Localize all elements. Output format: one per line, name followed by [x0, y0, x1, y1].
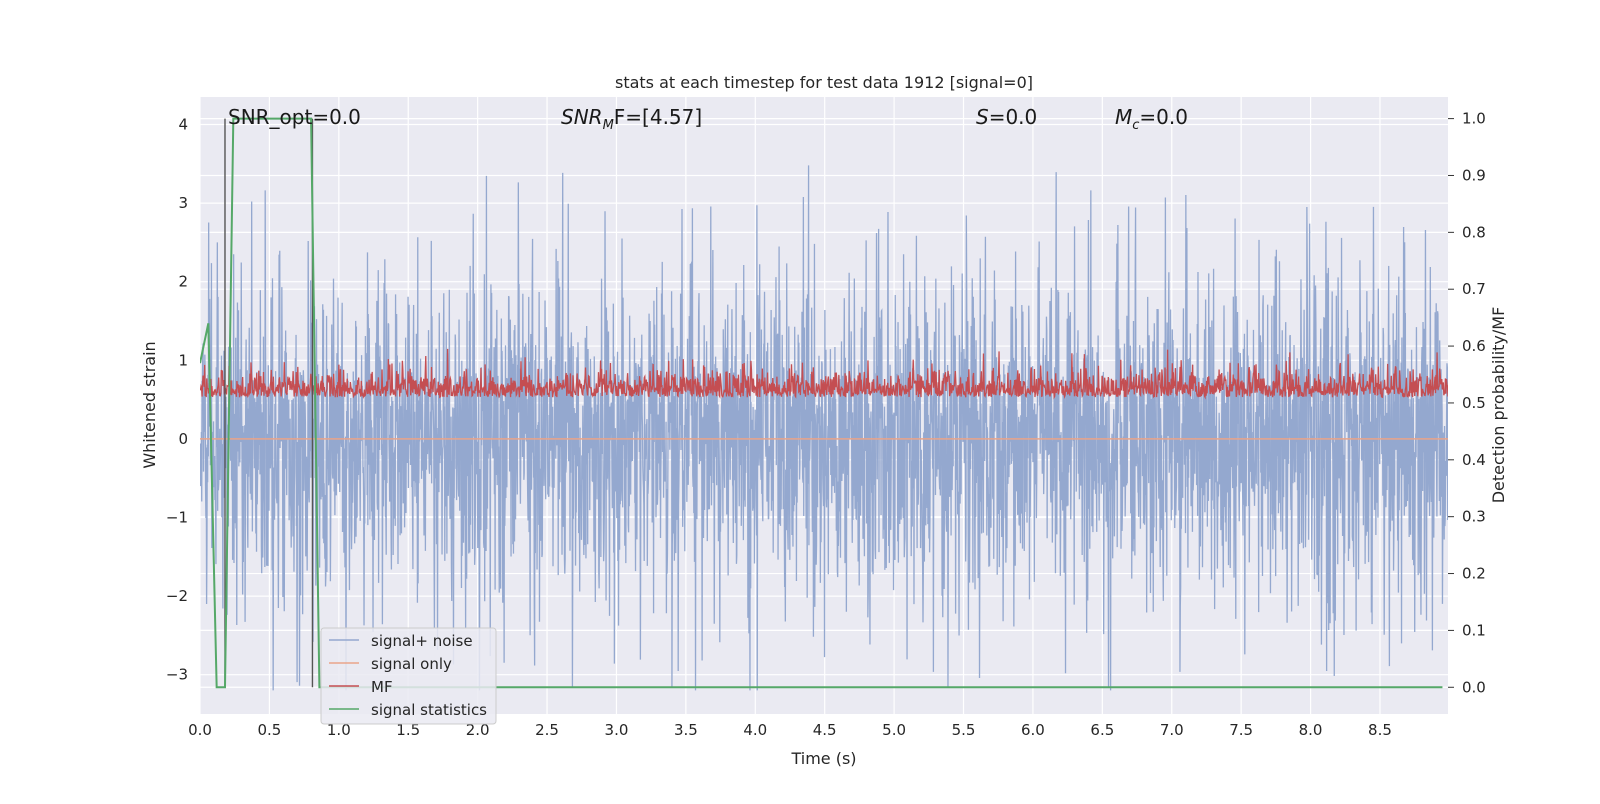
x-axis-label: Time (s) [790, 749, 856, 768]
annotation-mc-sub: c [1132, 118, 1139, 133]
x-tick-label: 0.0 [188, 721, 212, 739]
y-tick-label: 3 [178, 194, 188, 212]
y-right-tick-label: 0.8 [1462, 223, 1486, 241]
x-tick-label: 7.5 [1229, 721, 1253, 739]
y-right-tick-label: 0.0 [1462, 678, 1486, 696]
y-right-tick-label: 0.9 [1462, 166, 1486, 184]
x-tick-label: 3.0 [605, 721, 629, 739]
legend-label-signal-only: signal only [371, 655, 452, 673]
y-tick-label: −2 [166, 587, 188, 605]
x-tick-label: 4.5 [813, 721, 837, 739]
series-mf-line [200, 348, 1448, 400]
annotation-snr-opt: SNR_opt=0.0 [228, 105, 361, 129]
x-tick-label: 4.0 [743, 721, 767, 739]
y-tick-label: 1 [178, 351, 188, 369]
x-tick-label: 3.5 [674, 721, 698, 739]
annotation-snr-mf: SNRMF=[4.57] [561, 105, 702, 133]
x-tick-label: 8.5 [1368, 721, 1392, 739]
y-tick-label: −1 [166, 509, 188, 527]
x-tick-label: 1.5 [396, 721, 420, 739]
y-tick-label: 0 [178, 430, 188, 448]
x-tick-label: 2.5 [535, 721, 559, 739]
y-axis-right-label: Detection probability/MF [1489, 307, 1508, 504]
y-right-tick-label: 0.6 [1462, 337, 1486, 355]
annotation-s-sym: S [976, 105, 989, 129]
y-right-tick-label: 0.3 [1462, 508, 1486, 526]
x-tick-label: 8.0 [1299, 721, 1323, 739]
y-right-tick-label: 0.7 [1462, 280, 1486, 298]
y-right-tick-label: 0.5 [1462, 394, 1486, 412]
series-signal-noise-line [200, 165, 1448, 691]
chart-title: stats at each timestep for test data 191… [615, 73, 1033, 92]
y-tick-label: 2 [178, 273, 188, 291]
x-tick-label: 6.0 [1021, 721, 1045, 739]
legend-label-signal-statistics: signal statistics [371, 701, 487, 719]
y-axis-left-ticks: 4 3 2 1 0 −1 −2 −3 [166, 116, 188, 684]
x-axis-ticks: 0.0 0.5 1.0 1.5 2.0 2.5 3.0 3.5 4.0 4.5 5.0 5.5 6.0 6… [188, 721, 1392, 739]
annotation-snr-mf-sub: M [603, 118, 614, 133]
y-axis-right-ticks: 1.0 0.9 0.8 0.7 0.6 0.5 0.4 0.3 0.2 0.1 0.0 [1448, 110, 1486, 696]
legend: signal+ noise signal only MF signal stat… [320, 627, 497, 725]
legend-box [320, 627, 497, 725]
annotation-s-val: =0.0 [989, 105, 1038, 129]
legend-label-signal-noise: signal+ noise [371, 632, 473, 650]
y-right-tick-label: 0.2 [1462, 565, 1486, 583]
x-tick-label: 7.0 [1160, 721, 1184, 739]
y-tick-label: 4 [178, 116, 188, 134]
annotation-mc-sym: M [1115, 105, 1132, 129]
x-tick-label: 2.0 [466, 721, 490, 739]
y-right-tick-label: 0.1 [1462, 621, 1486, 639]
x-tick-label: 0.5 [257, 721, 281, 739]
y-right-tick-label: 1.0 [1462, 110, 1486, 128]
x-tick-label: 6.5 [1090, 721, 1114, 739]
annotation-mc: Mc=0.0 [1115, 105, 1188, 133]
y-axis-left-label: Whitened strain [140, 341, 159, 468]
annotation-mc-val: =0.0 [1139, 105, 1188, 129]
x-tick-label: 5.5 [952, 721, 976, 739]
x-tick-label: 5.0 [882, 721, 906, 739]
y-tick-label: −3 [166, 666, 188, 684]
annotation-s: S=0.0 [976, 105, 1037, 129]
legend-label-mf: MF [371, 678, 393, 696]
annotation-snr-mf-base: SNR [561, 105, 603, 129]
annotation-snr-mf-tail: F=[4.57] [614, 105, 702, 129]
x-tick-label: 1.0 [327, 721, 351, 739]
y-right-tick-label: 0.4 [1462, 451, 1486, 469]
